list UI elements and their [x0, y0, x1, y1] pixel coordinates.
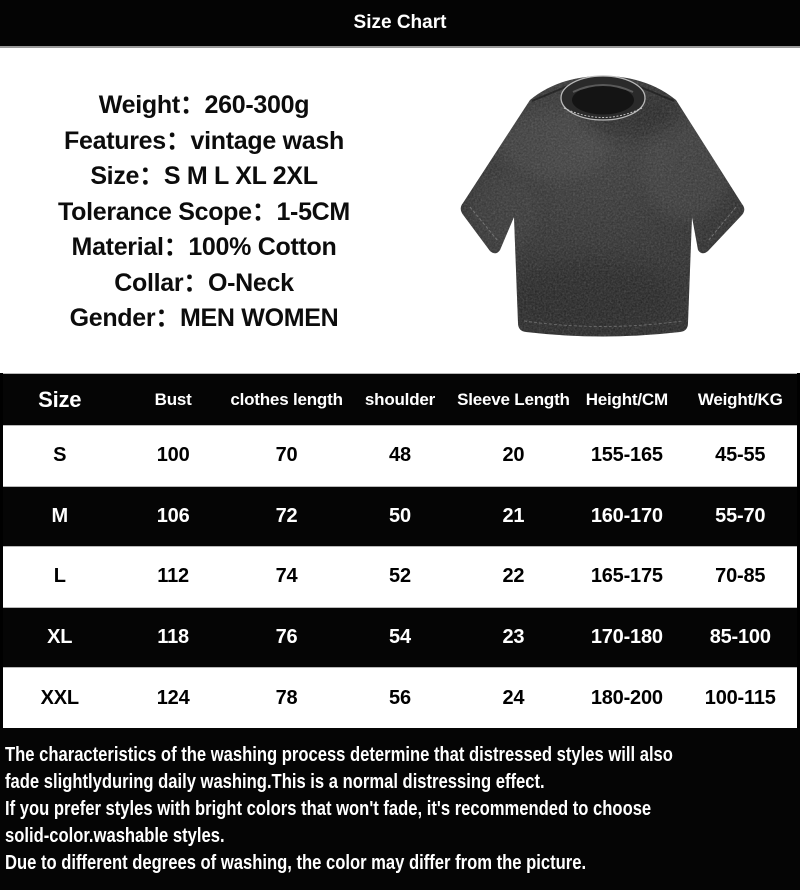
spec-line-weight: Weight：260-300g: [98, 91, 310, 119]
cell-bust: 106: [156, 504, 190, 527]
cell-size: S: [53, 444, 67, 467]
cell-bust: 100: [156, 444, 190, 467]
cell-clothes-length: 78: [275, 686, 298, 709]
cell-shoulder: 52: [389, 565, 411, 588]
cell-height: 160-170: [590, 504, 663, 527]
size-chart-table: Size Bust clothes length shoulder Sleeve…: [0, 373, 800, 728]
note-line-3: If you prefer styles with bright colors …: [5, 798, 652, 820]
cell-clothes-length: 76: [275, 626, 298, 649]
note-line-2: fade slightlyduring daily washing.This i…: [5, 771, 545, 793]
table-row-l: L 112 74 52 22 165-175 70-85: [3, 546, 797, 607]
product-specs: Weight：260-300g Features：vintage wash Si…: [0, 88, 408, 337]
washing-notes: The characteristics of the washing proce…: [0, 728, 800, 890]
cell-shoulder: 56: [389, 686, 411, 709]
spec-line-size: Size：S M L XL 2XL: [90, 162, 318, 190]
cell-height: 155-165: [590, 444, 663, 467]
cell-size: M: [51, 504, 68, 527]
cell-height: 170-180: [590, 626, 663, 649]
cell-bust: 112: [157, 565, 189, 588]
cell-weight: 45-55: [715, 444, 766, 467]
cell-sleeve: 22: [502, 565, 525, 588]
column-header-shoulder: shoulder: [364, 389, 436, 409]
cell-height: 180-200: [590, 686, 663, 709]
cell-bust: 124: [156, 686, 190, 709]
tshirt-image: [460, 75, 745, 337]
spec-line-material: Material：100% Cotton: [71, 233, 337, 261]
cell-weight: 70-85: [715, 565, 766, 588]
table-row-xxl: XXL 124 78 56 24 180-200 100-115: [3, 667, 797, 728]
note-line-5: Due to different degrees of washing, the…: [5, 852, 587, 874]
right-cuff-stitch: [707, 206, 737, 242]
table-row-xl: XL 118 76 54 23 170-180 85-100: [3, 606, 797, 668]
column-header-weight: Weight/KG: [697, 389, 783, 409]
cell-weight: 85-100: [709, 626, 771, 649]
column-header-size: Size: [38, 386, 82, 412]
cell-sleeve: 21: [502, 504, 525, 527]
column-header-sleeve-length: Sleeve Length: [457, 389, 570, 409]
spec-line-gender: Gender：MEN WOMEN: [69, 304, 339, 332]
column-header-clothes-length: clothes length: [230, 389, 343, 409]
cell-sleeve: 20: [502, 444, 525, 467]
cell-weight: 100-115: [704, 686, 776, 709]
hem-stitch: [523, 320, 683, 327]
cell-sleeve: 24: [502, 686, 525, 709]
title-bar: Size Chart: [0, 0, 800, 48]
tshirt-collar: [560, 75, 646, 121]
spec-line-collar: Collar：O-Neck: [114, 268, 294, 297]
cell-clothes-length: 74: [275, 565, 298, 588]
table-row-s: S 100 70 48 20 155-165 45-55: [3, 425, 797, 486]
cell-clothes-length: 70: [275, 444, 298, 467]
cell-size: XL: [47, 626, 73, 649]
product-photo: [432, 55, 788, 360]
cell-clothes-length: 72: [275, 504, 298, 527]
page-title: Size Chart: [353, 12, 447, 33]
cell-shoulder: 50: [389, 504, 411, 527]
cell-size: L: [53, 565, 66, 588]
cell-height: 165-175: [590, 565, 663, 588]
cell-shoulder: 48: [389, 444, 411, 467]
note-line-1: The characteristics of the washing proce…: [5, 744, 673, 766]
spec-line-tolerance: Tolerance Scope：1-5CM: [58, 197, 350, 226]
cell-shoulder: 54: [389, 626, 411, 649]
cell-sleeve: 23: [502, 626, 525, 649]
left-cuff-stitch: [469, 206, 499, 242]
table-header-row: Size Bust clothes length shoulder Sleeve…: [3, 373, 797, 425]
table-row-m: M 106 72 50 21 160-170 55-70: [3, 485, 797, 547]
note-line-4: solid-color.washable styles.: [5, 825, 225, 847]
column-header-bust: Bust: [154, 389, 192, 409]
spec-line-features: Features：vintage wash: [64, 126, 344, 155]
cell-bust: 118: [157, 626, 189, 649]
column-header-height: Height/CM: [585, 389, 668, 409]
cell-weight: 55-70: [715, 504, 766, 527]
cell-size: XXL: [40, 686, 79, 709]
